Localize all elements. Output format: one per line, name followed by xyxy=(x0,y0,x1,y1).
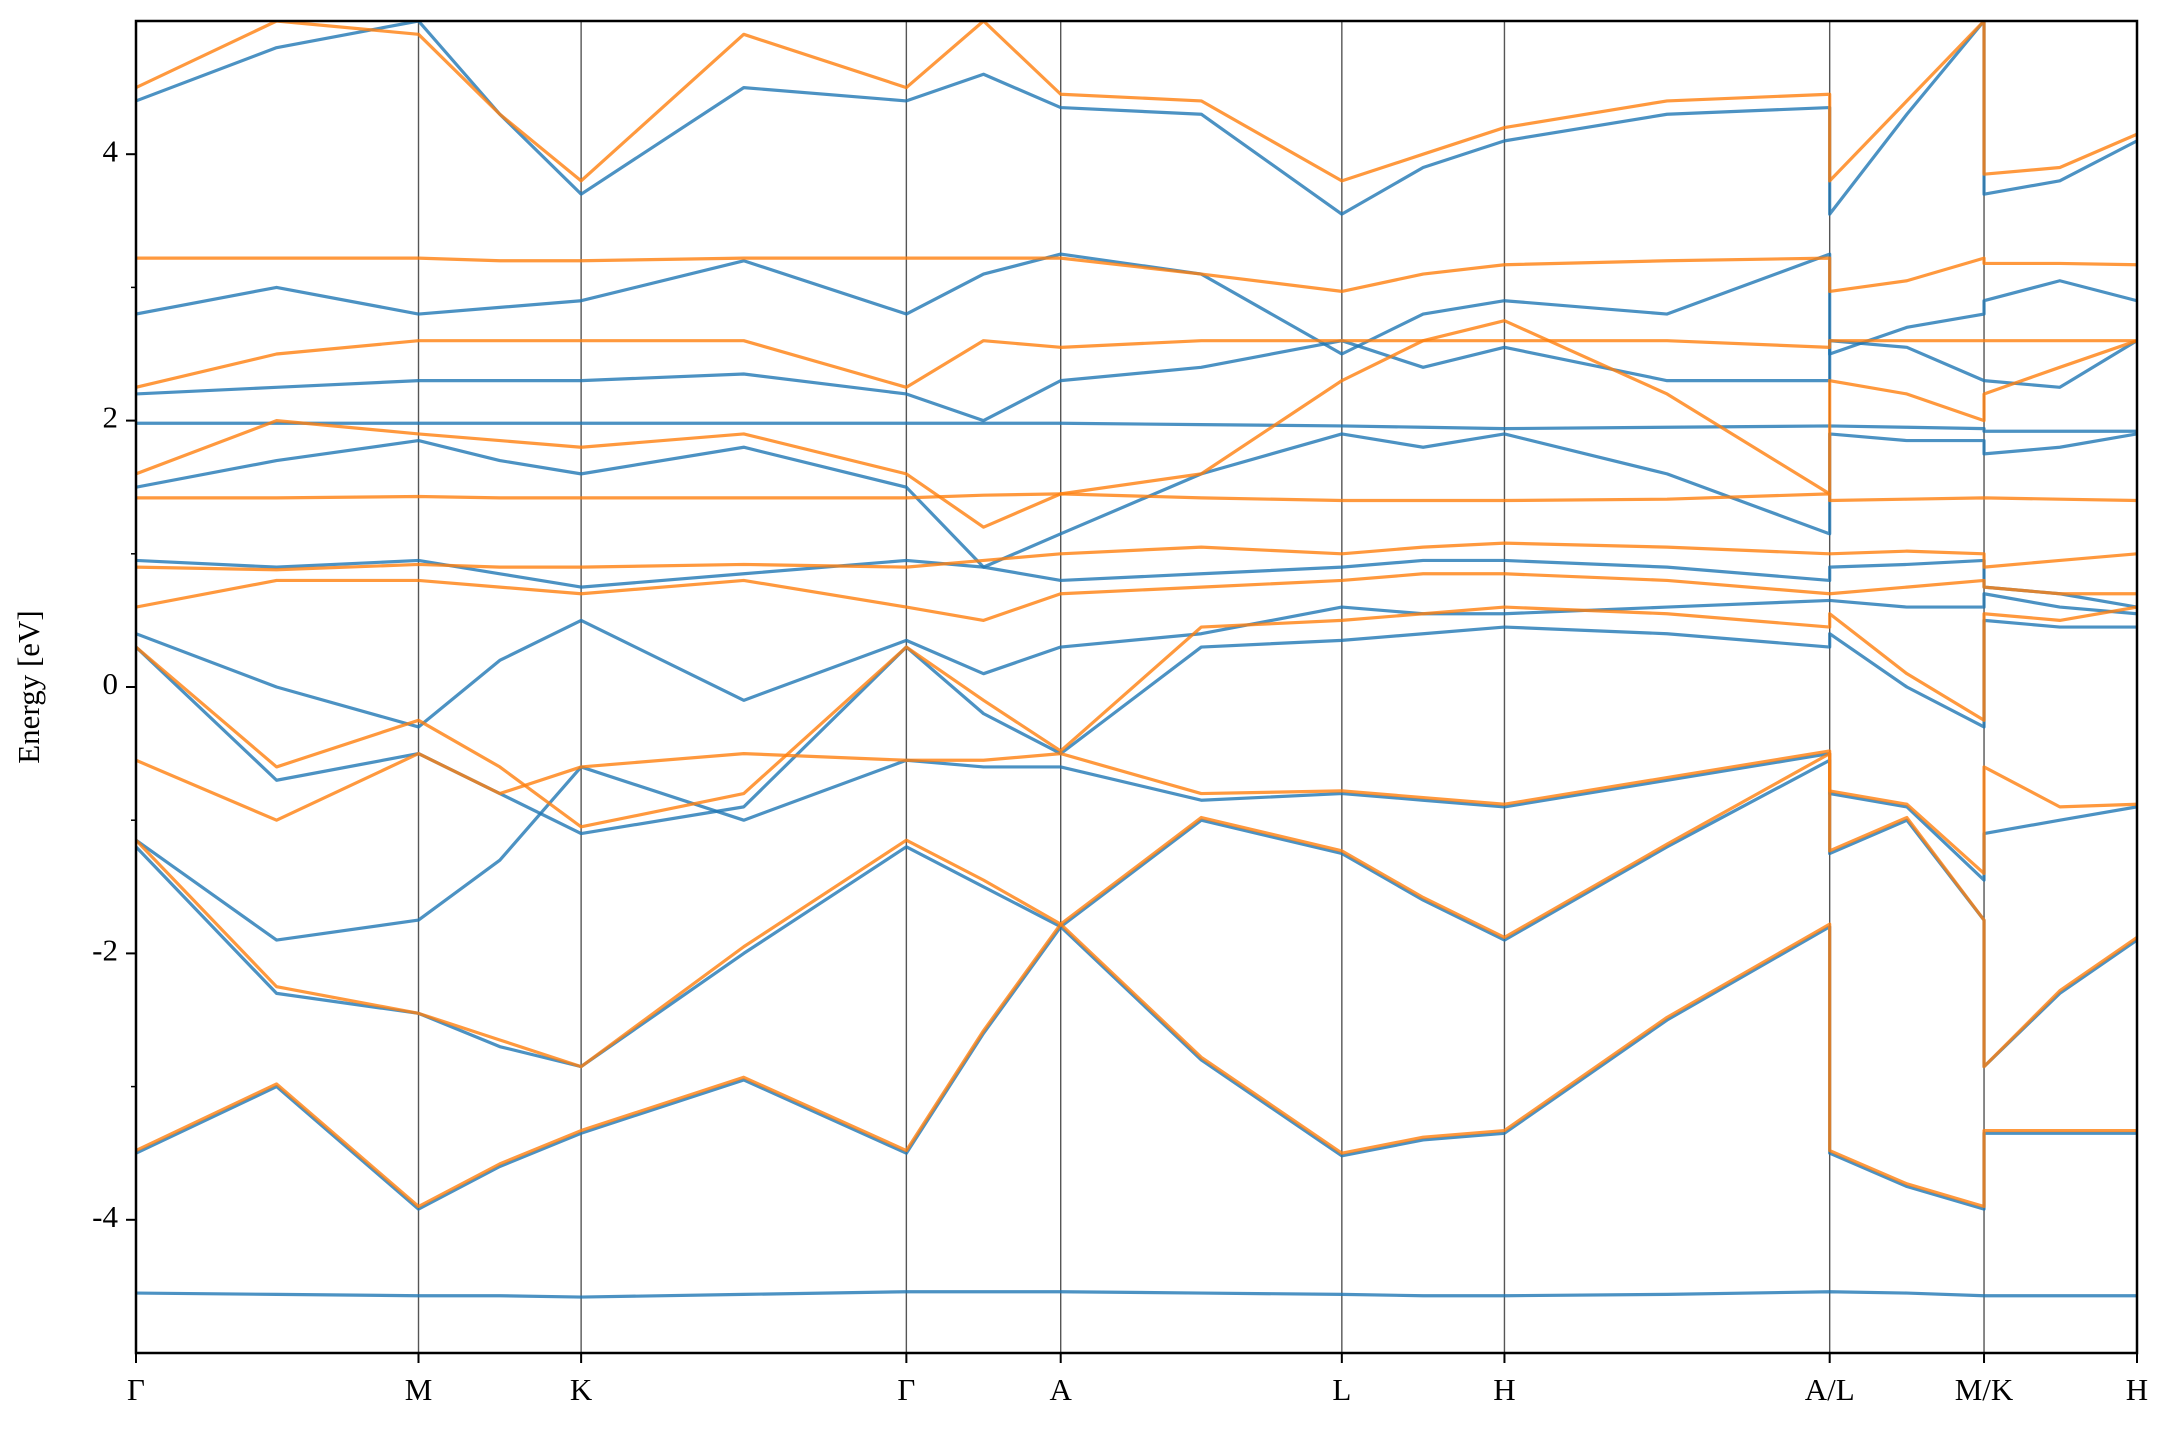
x-tick-label: M xyxy=(405,1372,433,1407)
plot-frame xyxy=(134,19,2139,1355)
y-tick-label: 4 xyxy=(103,133,119,168)
y-tick-label: -4 xyxy=(92,1199,118,1234)
x-tick-label: H xyxy=(1493,1372,1515,1407)
y-tick-label: -2 xyxy=(92,933,118,968)
band-line xyxy=(136,21,2137,183)
x-tick-label: H xyxy=(2126,1372,2148,1407)
band-line xyxy=(136,749,2137,876)
band-line xyxy=(136,605,2137,829)
band-line xyxy=(136,922,2137,1209)
x-tick-label: Γ xyxy=(897,1372,915,1407)
y-tick-label: 0 xyxy=(103,666,119,701)
band-line xyxy=(136,592,2137,729)
x-tick-label: L xyxy=(1332,1372,1351,1407)
band-line xyxy=(136,339,2137,423)
band-line xyxy=(136,432,2137,569)
x-tick-label: K xyxy=(570,1372,593,1407)
band-line xyxy=(136,618,2137,836)
band-line xyxy=(136,1290,2137,1299)
band-line xyxy=(136,21,2137,216)
band-line xyxy=(136,572,2137,622)
x-tick-label: M/K xyxy=(1955,1372,2014,1407)
bands xyxy=(136,21,2137,1299)
band-line xyxy=(136,256,2137,293)
y-tick-label: 2 xyxy=(103,400,119,435)
band-line xyxy=(136,752,2137,942)
band-line xyxy=(136,339,2137,389)
band-line xyxy=(136,319,2137,529)
band-line xyxy=(136,558,2137,609)
y-axis-label: Energy [eV] xyxy=(11,610,46,764)
band-line xyxy=(136,752,2137,1069)
band-line xyxy=(136,925,2137,1211)
x-tick-label: Γ xyxy=(127,1372,145,1407)
x-tick-label: A xyxy=(1050,1372,1073,1407)
x-tick-label: A/L xyxy=(1805,1372,1855,1407)
band-line xyxy=(136,252,2137,356)
band-line xyxy=(136,492,2137,503)
band-line xyxy=(136,541,2137,572)
band-line xyxy=(136,421,2137,433)
